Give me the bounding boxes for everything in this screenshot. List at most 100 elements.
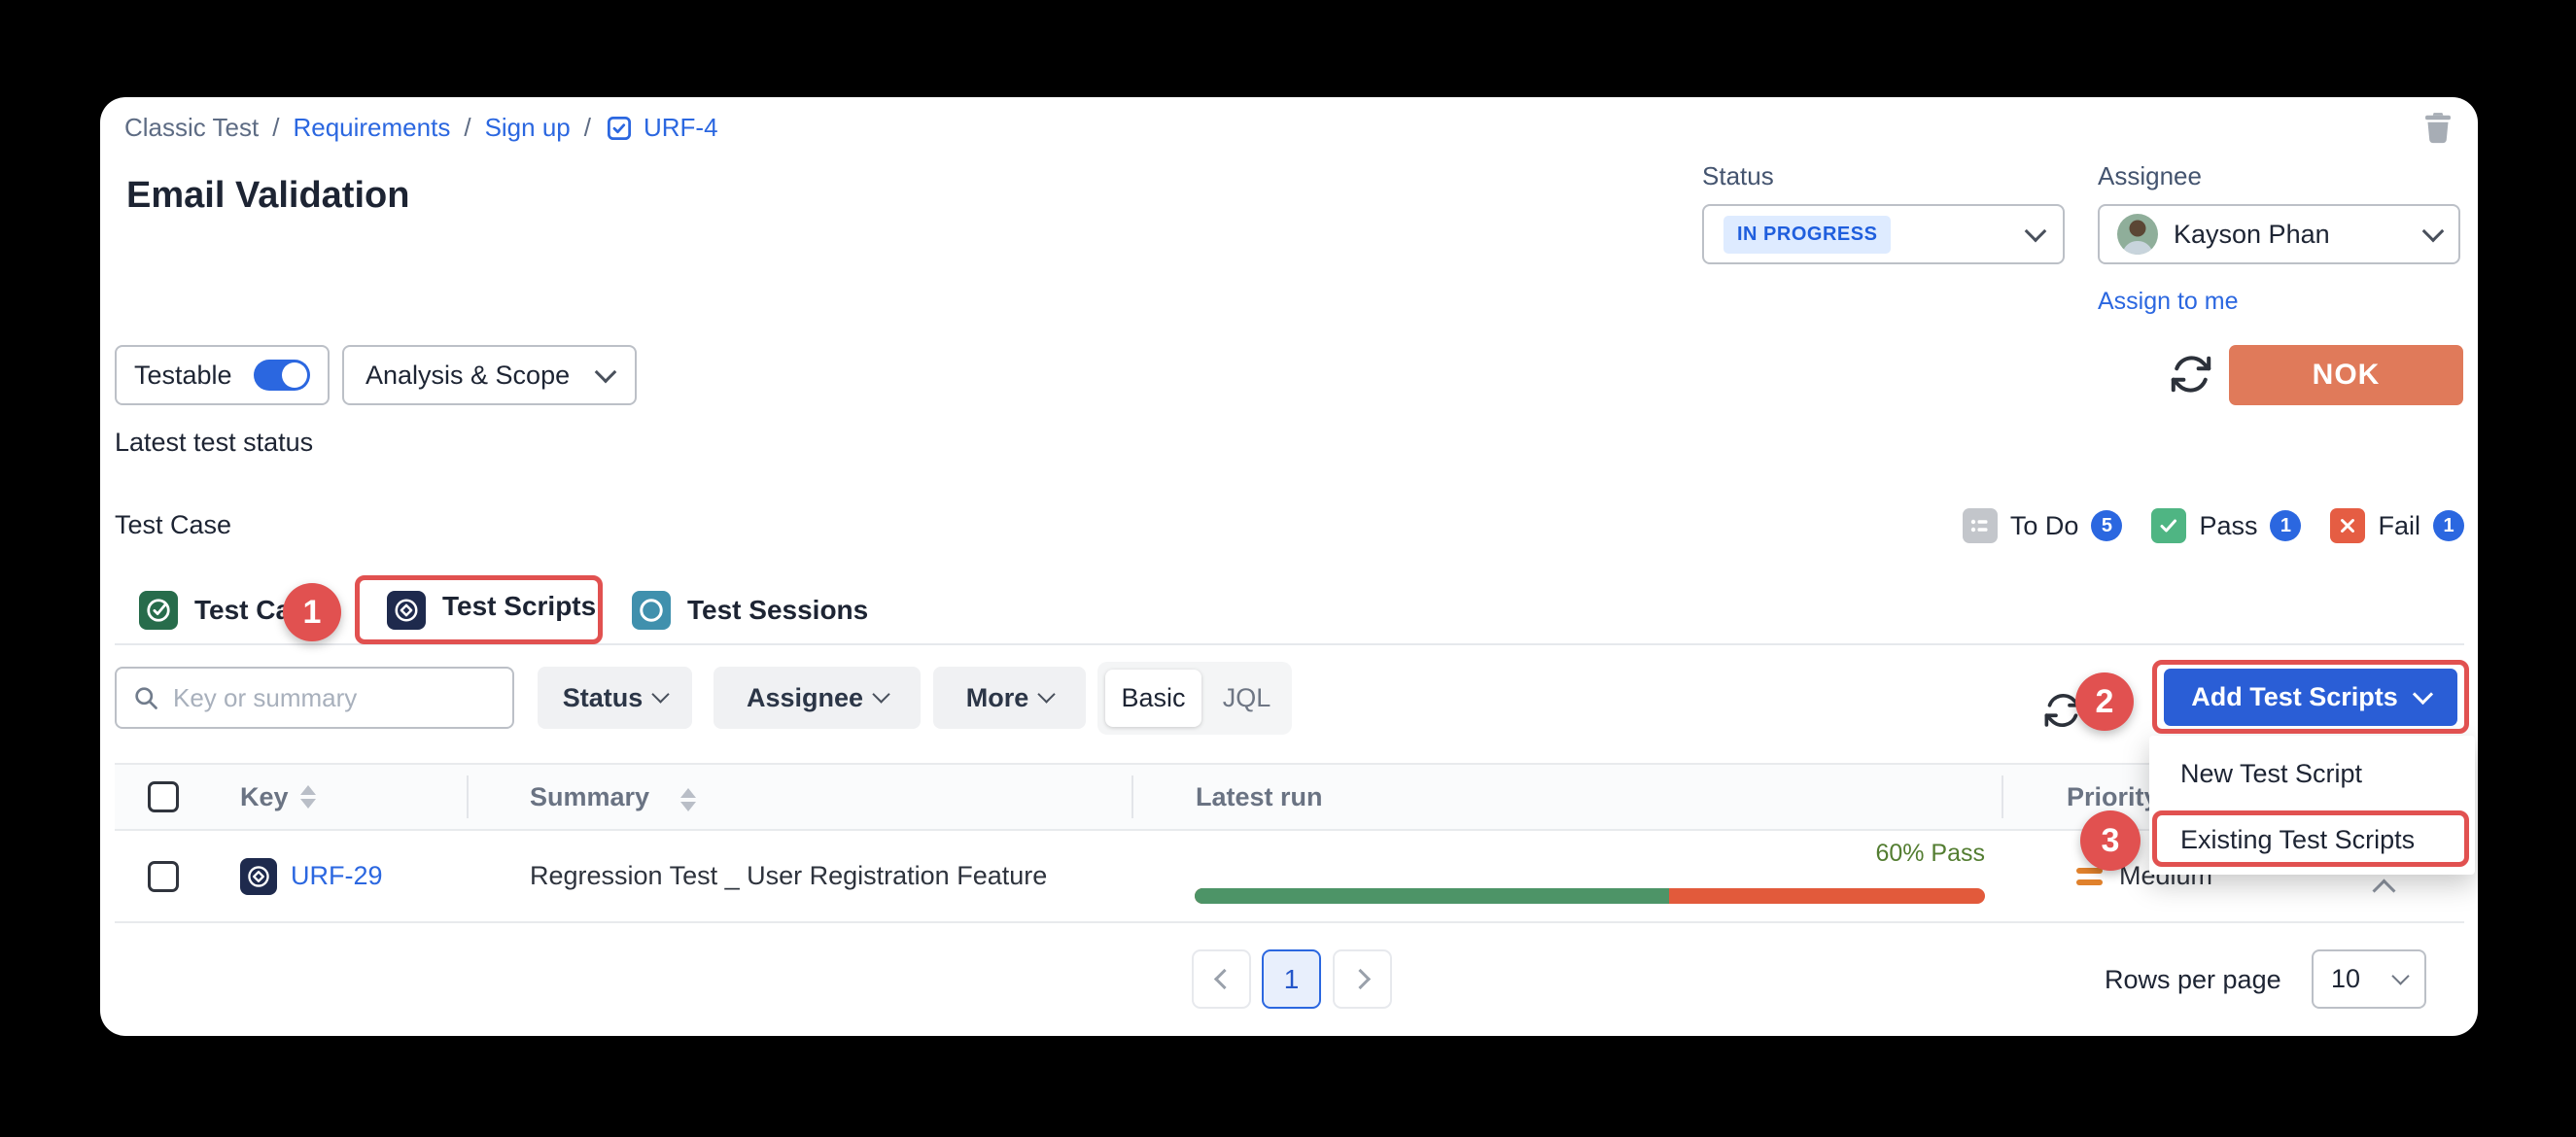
- search-input-wrap: [115, 667, 514, 729]
- breadcrumb-project: Classic Test: [124, 113, 260, 142]
- chevron-down-icon: [2391, 966, 2410, 985]
- col-key[interactable]: Key: [240, 781, 289, 811]
- test-case-label: Test Case: [115, 510, 232, 539]
- column-divider: [467, 775, 469, 818]
- breadcrumb-issue-key: URF-4: [643, 113, 718, 142]
- chevron-down-icon: [594, 361, 617, 383]
- table-header: Key Summary Latest run Priority: [115, 763, 2464, 831]
- phase-select[interactable]: Analysis & Scope: [342, 345, 637, 405]
- todo-count-badge: 5: [2091, 510, 2123, 541]
- rows-per-page-value: 10: [2331, 964, 2361, 993]
- search-icon: [132, 684, 159, 711]
- annotation-box-add-test-scripts: [2152, 660, 2469, 734]
- breadcrumb-separator: /: [464, 113, 471, 142]
- pass-label: Pass: [2199, 510, 2258, 540]
- row-key-link[interactable]: URF-29: [291, 861, 383, 890]
- rows-per-page-select[interactable]: 10: [2312, 949, 2426, 1009]
- testable-toggle[interactable]: [254, 360, 310, 391]
- testable-label: Testable: [134, 360, 232, 390]
- check-icon: [2151, 508, 2187, 543]
- assign-to-me-link[interactable]: Assign to me: [2098, 288, 2239, 315]
- tabs-divider: [115, 643, 2464, 645]
- chevron-down-icon: [872, 685, 890, 704]
- tab-test-scripts[interactable]: Test Scripts: [442, 591, 596, 622]
- collapse-row-icon chevron-up-icon[interactable]: [2372, 879, 2396, 903]
- chevron-down-icon: [1037, 685, 1056, 704]
- assignee-name: Kayson Phan: [2174, 219, 2330, 249]
- row-checkbox[interactable]: [148, 860, 179, 892]
- list-icon: [1962, 508, 1998, 543]
- sort-icon[interactable]: [299, 785, 316, 809]
- status-badge: IN PROGRESS: [1723, 215, 1892, 254]
- latest-test-status-label: Latest test status: [115, 428, 314, 457]
- chevron-right-icon: [1349, 968, 1371, 990]
- nok-button[interactable]: NOK: [2229, 345, 2463, 405]
- row-key[interactable]: URF-29: [240, 857, 383, 895]
- breadcrumb-link-signup[interactable]: Sign up: [484, 113, 571, 142]
- chevron-down-icon: [2421, 220, 2445, 242]
- query-mode-jql[interactable]: JQL: [1222, 683, 1271, 712]
- todo-summary: To Do 5: [1962, 508, 2123, 543]
- prev-page-button[interactable]: [1192, 949, 1251, 1009]
- sort-icon[interactable]: [680, 788, 696, 811]
- breadcrumb-separator: /: [272, 113, 280, 142]
- chevron-left-icon: [1213, 968, 1235, 990]
- menu-item-existing-test-scripts[interactable]: Existing Test Scripts: [2180, 825, 2416, 854]
- breadcrumb-link-requirements[interactable]: Requirements: [293, 113, 451, 142]
- pass-count-badge: 1: [2270, 510, 2302, 541]
- add-test-scripts-menu: New Test Script Existing Test Scripts: [2149, 736, 2475, 875]
- fail-label: Fail: [2378, 510, 2420, 540]
- status-field-label: Status: [1702, 161, 1774, 190]
- x-icon: [2330, 508, 2366, 543]
- row-pass-percent: 60% Pass: [1875, 840, 1985, 867]
- chevron-down-icon: [2024, 220, 2047, 242]
- page-1-button[interactable]: 1: [1262, 949, 1321, 1009]
- filter-assignee[interactable]: Assignee: [714, 667, 921, 729]
- col-priority: Priority: [2067, 781, 2159, 811]
- testable-control[interactable]: Testable: [115, 345, 330, 405]
- row-latest-run-bar: [1195, 888, 1985, 904]
- add-test-scripts-label: Add Test Scripts: [2191, 682, 2398, 711]
- column-divider: [2002, 775, 2003, 818]
- filter-assignee-label: Assignee: [746, 682, 864, 712]
- status-summary: To Do 5 Pass 1 Fail 1: [1962, 508, 2464, 543]
- column-divider: [1131, 775, 1133, 818]
- diamond-circle-icon: [387, 591, 426, 630]
- assignee-field-label: Assignee: [2098, 161, 2202, 190]
- chevron-down-icon: [651, 685, 670, 704]
- phase-label: Analysis & Scope: [366, 360, 571, 390]
- menu-item-new-test-script[interactable]: New Test Script: [2180, 759, 2363, 788]
- check-circle-icon: [139, 591, 178, 630]
- trash-icon[interactable]: [2418, 107, 2458, 148]
- latest-run-pass-segment: [1195, 888, 1669, 904]
- select-all-checkbox[interactable]: [148, 781, 179, 812]
- col-latest-run: Latest run: [1196, 781, 1323, 811]
- query-mode-basic[interactable]: Basic: [1105, 670, 1201, 727]
- query-mode-switch: Basic JQL: [1097, 662, 1292, 735]
- todo-label: To Do: [2009, 510, 2079, 540]
- issue-detail-card: Classic Test / Requirements / Sign up / …: [100, 97, 2478, 1036]
- diamond-circle-icon: [240, 857, 277, 895]
- avatar: [2117, 214, 2158, 255]
- fail-summary: Fail 1: [2330, 508, 2464, 543]
- annotation-box-test-scripts: [355, 575, 603, 644]
- tab-test-scripts-label: Test Scripts: [442, 591, 597, 621]
- tab-test-sessions[interactable]: Test Sessions: [632, 591, 868, 630]
- page-title: Email Validation: [126, 175, 410, 216]
- refresh-icon[interactable]: [2169, 352, 2213, 396]
- circle-icon: [632, 591, 671, 630]
- filter-status[interactable]: Status: [538, 667, 692, 729]
- assignee-select[interactable]: Kayson Phan: [2098, 204, 2460, 264]
- col-summary[interactable]: Summary: [530, 781, 650, 811]
- next-page-button[interactable]: [1333, 949, 1392, 1009]
- filter-more[interactable]: More: [933, 667, 1086, 729]
- search-input[interactable]: [171, 681, 497, 714]
- equals-icon priority-medium-icon: [2076, 867, 2103, 885]
- rows-per-page-label: Rows per page: [2105, 965, 2281, 994]
- status-select[interactable]: IN PROGRESS: [1702, 204, 2065, 264]
- filter-more-label: More: [965, 682, 1029, 712]
- add-test-scripts-button[interactable]: Add Test Scripts: [2164, 669, 2457, 726]
- pass-summary: Pass 1: [2151, 508, 2302, 543]
- breadcrumb-link-issue[interactable]: URF-4: [605, 113, 718, 143]
